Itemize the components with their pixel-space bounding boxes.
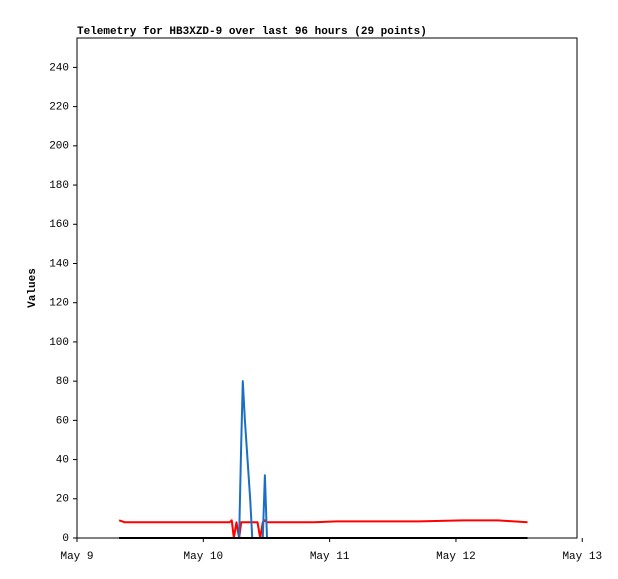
y-tick-label: 100 [49,337,69,349]
y-tick-label: 220 [49,102,69,114]
y-tick-label: 120 [49,298,69,310]
x-tick-label: May 10 [184,551,224,563]
series-line [118,519,528,539]
x-tick-label: May 11 [310,551,350,563]
x-tick-label: May 12 [436,551,476,563]
y-tick-label: 140 [49,258,69,270]
y-tick-label: 240 [49,62,69,74]
y-tick-label: 40 [56,454,69,466]
y-tick-label: 80 [56,376,69,388]
y-axis-label: Values [27,268,39,308]
y-tick-label: 160 [49,219,69,231]
y-tick-label: 200 [49,141,69,153]
y-tick-label: 0 [62,533,69,545]
y-tick-label: 60 [56,415,69,427]
y-tick-label: 180 [49,180,69,192]
x-tick-label: May 9 [60,551,93,563]
chart-title: Telemetry for HB3XZD-9 over last 96 hour… [77,26,427,38]
x-tick-label: May 13 [562,551,602,563]
y-tick-label: 20 [56,494,69,506]
